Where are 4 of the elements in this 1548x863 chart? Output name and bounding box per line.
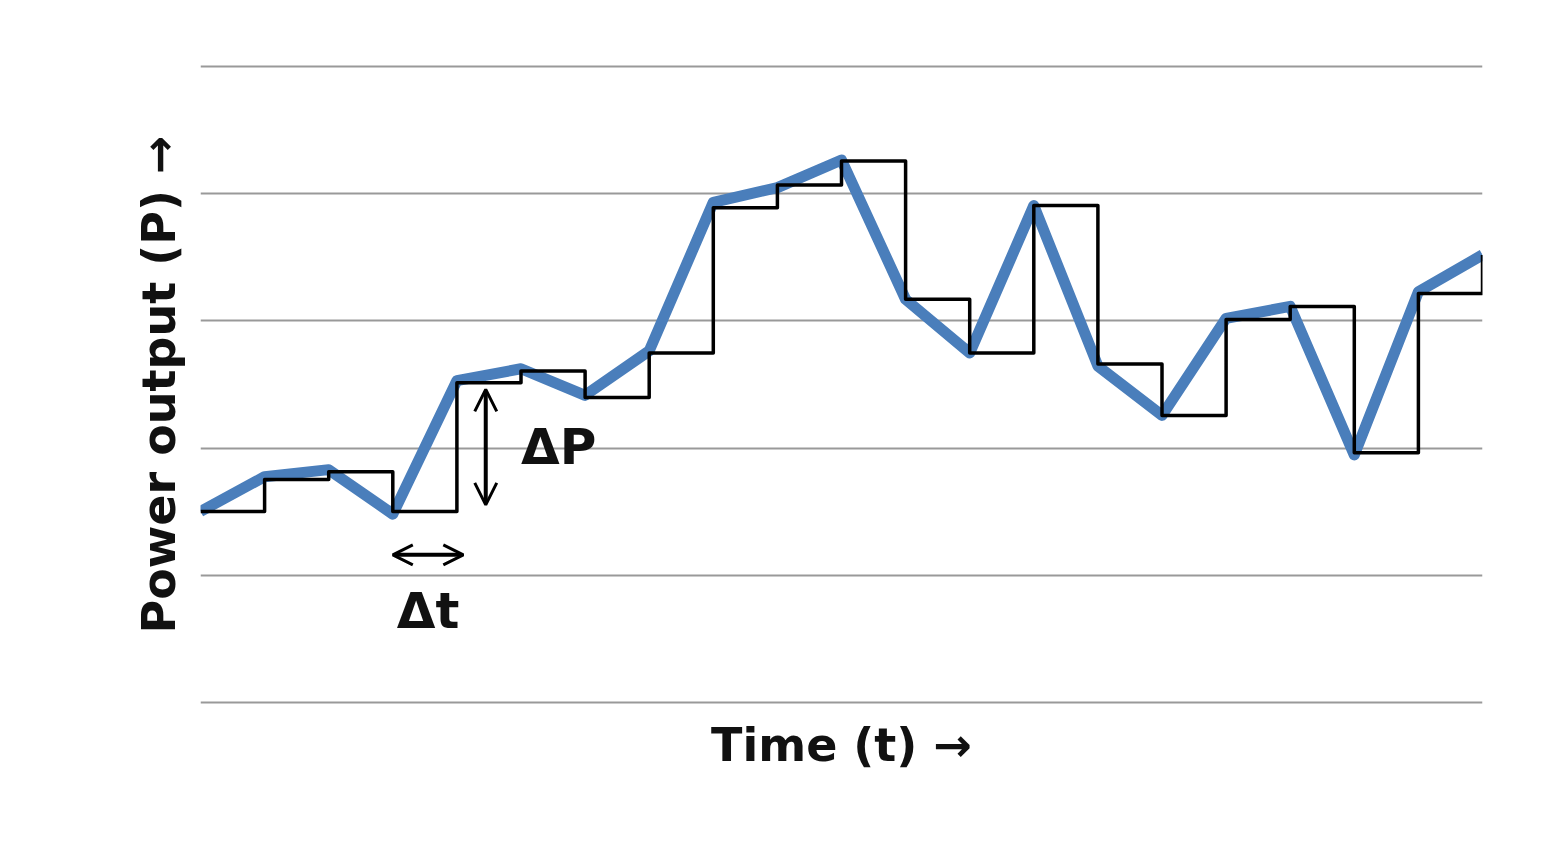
y-axis-title: Power output (P) → bbox=[131, 135, 186, 634]
annotation: Δt bbox=[396, 581, 460, 640]
x-axis-title: Time (t) → bbox=[711, 717, 972, 772]
annotation: ΔP bbox=[521, 418, 597, 477]
